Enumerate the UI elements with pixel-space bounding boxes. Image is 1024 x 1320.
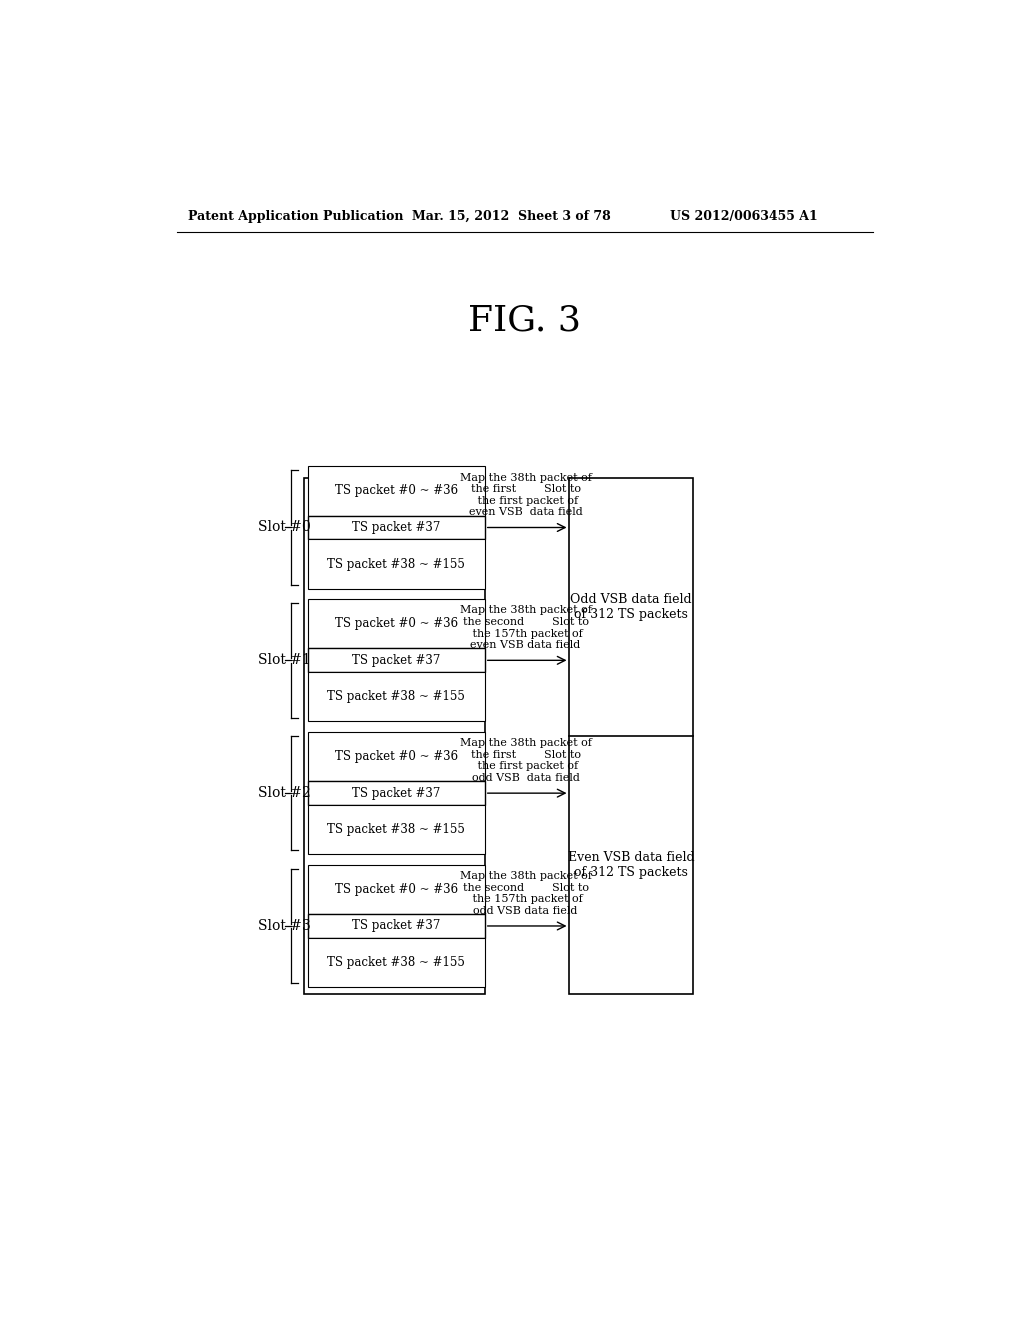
Text: TS packet #37: TS packet #37	[352, 787, 440, 800]
Text: Slot #0: Slot #0	[258, 520, 310, 535]
Bar	[307, 913, 484, 939]
Bar	[307, 733, 484, 781]
Text: Even VSB data field
of 312 TS packets: Even VSB data field of 312 TS packets	[567, 851, 694, 879]
Bar	[304, 478, 484, 994]
Text: Odd VSB data field
of 312 TS packets: Odd VSB data field of 312 TS packets	[570, 593, 692, 620]
Text: TS packet #37: TS packet #37	[352, 521, 440, 535]
Bar	[307, 516, 484, 540]
Bar	[307, 540, 484, 589]
Bar	[307, 865, 484, 913]
Text: Map the 38th packet of
the first        Slot to
 the first packet of
even VSB  d: Map the 38th packet of the first Slot to…	[460, 473, 592, 517]
Text: TS packet #0 ~ #36: TS packet #0 ~ #36	[335, 484, 458, 498]
Text: TS packet #38 ~ #155: TS packet #38 ~ #155	[328, 956, 465, 969]
Text: TS packet #38 ~ #155: TS packet #38 ~ #155	[328, 690, 465, 704]
Text: Slot #3: Slot #3	[258, 919, 310, 933]
Text: Patent Application Publication: Patent Application Publication	[188, 210, 403, 223]
Text: Slot #1: Slot #1	[258, 653, 310, 668]
Text: TS packet #37: TS packet #37	[352, 653, 440, 667]
Text: TS packet #38 ~ #155: TS packet #38 ~ #155	[328, 557, 465, 570]
Text: FIG. 3: FIG. 3	[468, 304, 582, 337]
Text: US 2012/0063455 A1: US 2012/0063455 A1	[670, 210, 817, 223]
Text: TS packet #38 ~ #155: TS packet #38 ~ #155	[328, 824, 465, 836]
Bar	[307, 672, 484, 722]
Bar	[307, 466, 484, 516]
Bar	[569, 478, 692, 994]
Text: Map the 38th packet of
the second        Slot to
 the 157th packet of
odd VSB da: Map the 38th packet of the second Slot t…	[460, 871, 592, 916]
Text: Map the 38th packet of
the second        Slot to
 the 157th packet of
even VSB d: Map the 38th packet of the second Slot t…	[460, 606, 592, 651]
Text: Map the 38th packet of
the first        Slot to
 the first packet of
odd VSB  da: Map the 38th packet of the first Slot to…	[460, 738, 592, 783]
Bar	[307, 599, 484, 648]
Bar	[307, 805, 484, 854]
Bar	[307, 781, 484, 805]
Bar	[307, 648, 484, 672]
Text: Slot #2: Slot #2	[258, 787, 310, 800]
Bar	[307, 939, 484, 987]
Text: Mar. 15, 2012  Sheet 3 of 78: Mar. 15, 2012 Sheet 3 of 78	[412, 210, 610, 223]
Text: TS packet #37: TS packet #37	[352, 920, 440, 932]
Text: TS packet #0 ~ #36: TS packet #0 ~ #36	[335, 883, 458, 896]
Text: TS packet #0 ~ #36: TS packet #0 ~ #36	[335, 618, 458, 630]
Text: TS packet #0 ~ #36: TS packet #0 ~ #36	[335, 750, 458, 763]
